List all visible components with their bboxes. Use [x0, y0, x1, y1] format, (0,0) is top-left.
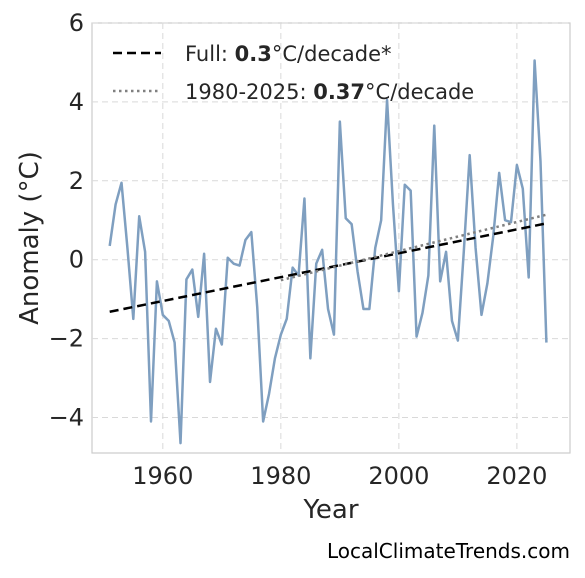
grid-lines: [92, 22, 570, 453]
y-tick-labels: −4 −2 0 2 4 6: [49, 9, 84, 431]
plot-frame: [91, 22, 571, 454]
y-tick-label: 6: [69, 9, 84, 37]
x-axis-title: Year: [302, 495, 358, 525]
y-tick-label: 2: [69, 167, 84, 195]
trend-line-full: [109, 222, 547, 313]
x-tick-label: 2000: [368, 462, 429, 490]
x-tick-labels: 1960 1980 2000 2020: [132, 462, 547, 490]
anomaly-line: [108, 59, 548, 445]
x-tick-label: 2020: [486, 462, 547, 490]
legend: Full: 0.3°C/decade* 1980-2025: 0.37°C/de…: [113, 42, 474, 104]
y-tick-label: −2: [49, 325, 84, 353]
legend-label-1980-2025: 1980-2025: 0.37°C/decade: [185, 80, 474, 104]
x-tick-label: 1980: [250, 462, 311, 490]
y-tick-label: 0: [69, 246, 84, 274]
y-axis-title: Anomaly (°C): [15, 151, 45, 325]
y-tick-label: −4: [49, 403, 84, 431]
series-layer: [108, 59, 548, 445]
x-tick-label: 1960: [132, 462, 193, 490]
credit-text: LocalClimateTrends.com: [327, 539, 570, 563]
legend-label-full: Full: 0.3°C/decade*: [185, 42, 392, 66]
y-tick-label: 4: [69, 88, 84, 116]
